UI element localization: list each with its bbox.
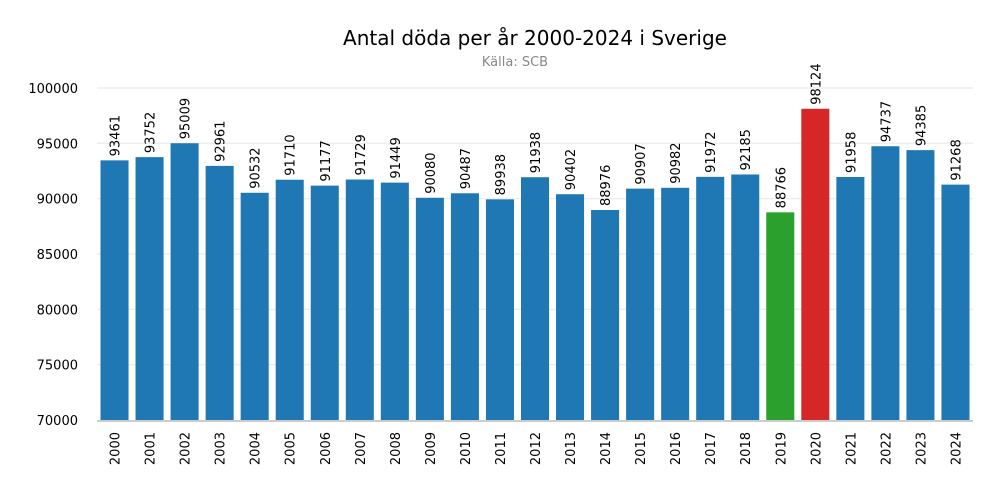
bar (450, 193, 479, 420)
y-tick-label: 80000 (37, 303, 78, 318)
x-tick-label: 2024 (949, 432, 964, 465)
data-label: 90982 (669, 142, 684, 183)
data-label: 92185 (739, 129, 754, 170)
x-tick-label: 2014 (599, 432, 614, 465)
data-label: 98124 (809, 63, 824, 104)
data-label: 90487 (459, 148, 474, 189)
y-tick-label: 85000 (37, 248, 78, 263)
chart-title: Antal döda per år 2000-2024 i Sverige (343, 26, 727, 50)
x-tick-label: 2011 (494, 432, 509, 465)
x-tick-label: 2020 (809, 432, 824, 465)
bar (906, 150, 935, 420)
y-tick-label: 75000 (37, 359, 78, 374)
x-tick-label: 2023 (914, 432, 929, 465)
data-label: 94737 (879, 101, 894, 142)
chart-subtitle: Källa: SCB (481, 55, 549, 70)
data-label: 91449 (389, 137, 404, 178)
bar (591, 209, 620, 420)
data-label: 93752 (144, 112, 159, 153)
bar (345, 179, 374, 420)
data-label: 88766 (774, 167, 789, 208)
x-tick-label: 2018 (739, 432, 754, 465)
bar (941, 184, 970, 420)
bar (696, 176, 725, 420)
data-label: 91729 (354, 134, 369, 175)
data-label: 91268 (949, 139, 964, 180)
y-tick-label: 90000 (37, 193, 78, 208)
bar (731, 174, 760, 420)
bar (520, 177, 550, 420)
x-tick-label: 2021 (844, 432, 859, 465)
bar (766, 212, 795, 420)
x-tick-label: 2022 (879, 432, 894, 465)
bar (310, 185, 339, 420)
data-label: 91710 (284, 134, 299, 175)
x-tick-label: 2009 (424, 432, 439, 465)
x-tick-label: 2000 (109, 432, 124, 465)
data-label: 91972 (704, 131, 719, 172)
data-label: 94385 (914, 105, 929, 146)
x-tick-label: 2002 (179, 432, 194, 465)
data-label: 95009 (179, 98, 194, 139)
bar (801, 108, 830, 420)
x-tick-label: 2013 (564, 432, 579, 465)
y-tick-label: 95000 (37, 137, 78, 152)
bar (836, 176, 865, 420)
bar (135, 157, 164, 420)
bar (485, 199, 514, 420)
data-label: 90080 (424, 152, 439, 193)
x-tick-label: 2005 (284, 432, 299, 465)
bar (205, 165, 234, 420)
x-tick-label: 2017 (704, 432, 719, 465)
x-tick-label: 2004 (249, 432, 264, 465)
data-label: 93461 (109, 115, 124, 156)
x-tick-label: 2012 (529, 432, 544, 465)
bar (871, 146, 900, 420)
x-tick-label: 2010 (459, 432, 474, 465)
bar (415, 197, 444, 420)
x-tick-label: 2015 (634, 432, 649, 465)
x-tick-label: 2003 (214, 432, 229, 465)
x-tick-label: 2001 (144, 432, 159, 465)
data-label: 92961 (214, 121, 229, 162)
data-label: 90532 (249, 147, 264, 188)
bar (380, 182, 409, 420)
x-tick-label: 2006 (319, 432, 334, 465)
data-label: 88976 (599, 165, 614, 206)
y-tick-label: 70000 (37, 414, 78, 429)
x-tick-label: 2016 (669, 432, 684, 465)
bar (100, 160, 129, 420)
data-label: 91177 (319, 140, 334, 181)
bar (275, 179, 304, 420)
bar (170, 143, 199, 420)
bar (240, 192, 269, 420)
x-tick-label: 2007 (354, 432, 369, 465)
bar (661, 187, 690, 420)
x-tick-label: 2008 (389, 432, 404, 465)
y-tick-label: 100000 (28, 82, 78, 97)
data-label: 91958 (844, 132, 859, 173)
data-label: 90402 (564, 149, 579, 190)
data-label: 89938 (494, 154, 509, 195)
bar (626, 188, 655, 420)
data-label: 91938 (529, 132, 544, 173)
data-label: 90907 (634, 143, 649, 184)
bar (556, 194, 585, 420)
x-tick-label: 2019 (774, 432, 789, 465)
